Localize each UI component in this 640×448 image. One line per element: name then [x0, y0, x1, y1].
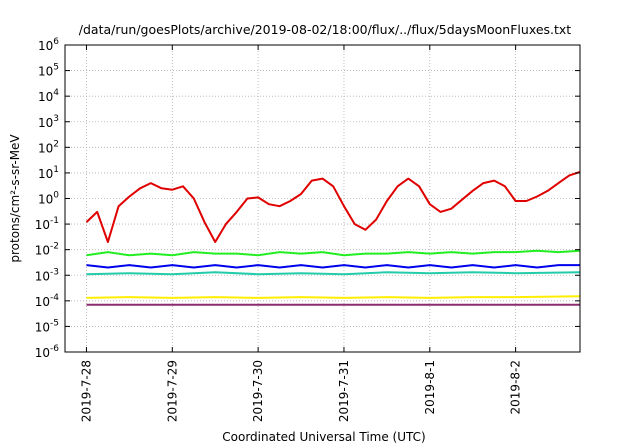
y-tick-label: 103	[38, 114, 59, 130]
series-layer	[85, 170, 581, 306]
y-tick-label: 105	[38, 63, 59, 79]
y-tick-label: 104	[38, 88, 59, 104]
y-tick-label: 10-1	[35, 216, 59, 232]
y-tick-label: 101	[38, 165, 59, 181]
x-tick-label: 2019-7-28	[79, 360, 93, 422]
series-line-4	[86, 271, 581, 276]
x-tick-labels: 2019-7-28 2019-7-29 2019-7-30 2019-7-31 2019…	[79, 360, 522, 422]
x-axis-label: Coordinated Universal Time (UTC)	[222, 430, 425, 444]
series-line-1	[85, 170, 581, 243]
y-tick-label: 106	[38, 37, 59, 53]
x-tick-label: 2019-7-31	[337, 360, 351, 422]
y-tick-label: 102	[38, 139, 59, 155]
chart-title: /data/run/goesPlots/archive/2019-08-02/1…	[79, 22, 572, 37]
x-tick-label: 2019-8-2	[509, 360, 523, 414]
plot-frame	[64, 44, 581, 353]
grid	[65, 44, 580, 353]
series-line-3	[86, 264, 580, 269]
y-tick-label: 10-6	[35, 344, 60, 360]
tick-marks	[65, 44, 580, 353]
y-tick-labels: 10-6 10-5 10-4 10-3 10-2 10-1 100 101 102 103 104 1…	[35, 37, 60, 360]
y-tick-label: 10-2	[35, 242, 59, 258]
series-line-2	[86, 249, 581, 257]
x-tick-label: 2019-7-29	[165, 360, 179, 422]
y-tick-label: 100	[38, 191, 59, 207]
x-tick-label: 2019-8-1	[423, 360, 437, 414]
series-line-5	[86, 295, 581, 299]
y-tick-label: 10-3	[35, 267, 59, 283]
y-tick-label: 10-5	[35, 318, 59, 334]
y-axis-label: protons/cm²-s-sr-MeV	[8, 134, 22, 263]
x-tick-label: 2019-7-30	[251, 360, 265, 422]
y-tick-label: 10-4	[35, 293, 60, 309]
